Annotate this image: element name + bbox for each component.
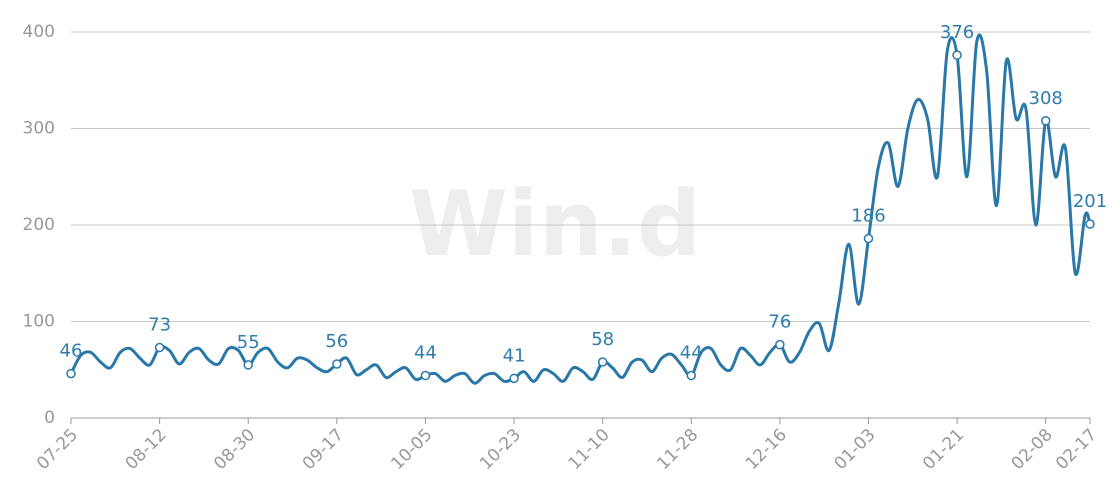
point-marker: [420, 370, 431, 381]
x-tick-label: 02-17: [1052, 425, 1101, 474]
value-label: 46: [60, 341, 83, 362]
value-label: 44: [414, 343, 437, 364]
value-label: 186: [851, 206, 885, 227]
x-tick-label: 10-05: [387, 425, 436, 474]
point-marker: [597, 357, 608, 367]
x-tick-label: 08-12: [122, 425, 171, 474]
value-label: 44: [680, 343, 703, 364]
y-tick-label: 200: [23, 215, 55, 235]
y-tick-label: 300: [23, 119, 55, 139]
y-tick-label: 100: [23, 312, 55, 332]
x-tick-label: 01-21: [919, 425, 968, 474]
value-label: 58: [591, 329, 614, 350]
point-marker: [775, 339, 785, 350]
value-label: 55: [237, 332, 260, 353]
value-label: 308: [1029, 88, 1063, 109]
point-marker: [952, 50, 962, 60]
value-label: 56: [325, 331, 348, 352]
x-tick-label: 07-25: [33, 425, 82, 474]
point-marker: [1085, 219, 1095, 229]
x-tick-label: 02-08: [1008, 425, 1057, 474]
value-label: 201: [1073, 191, 1107, 212]
x-tick-label: 01-03: [830, 425, 879, 474]
point-marker: [243, 360, 253, 370]
value-label: 41: [503, 345, 526, 366]
point-marker: [863, 233, 874, 244]
x-tick-label: 08-30: [210, 425, 259, 474]
y-tick-label: 0: [44, 408, 55, 428]
value-label: 76: [768, 312, 791, 333]
watermark: Win.d: [409, 172, 702, 277]
x-tick-label: 09-17: [299, 425, 348, 474]
y-tick-label: 400: [23, 22, 55, 42]
x-tick-label: 11-28: [653, 425, 702, 474]
x-tick-label: 10-23: [476, 425, 525, 474]
x-tick-label: 11-10: [565, 425, 614, 474]
point-marker: [66, 368, 76, 379]
point-marker: [154, 342, 165, 353]
point-marker: [1040, 116, 1051, 126]
value-label: 73: [148, 315, 171, 336]
x-tick-label: 12-16: [742, 425, 791, 474]
point-marker: [686, 370, 697, 381]
value-label: 376: [940, 22, 974, 43]
point-marker: [332, 359, 342, 369]
point-marker: [509, 373, 519, 384]
